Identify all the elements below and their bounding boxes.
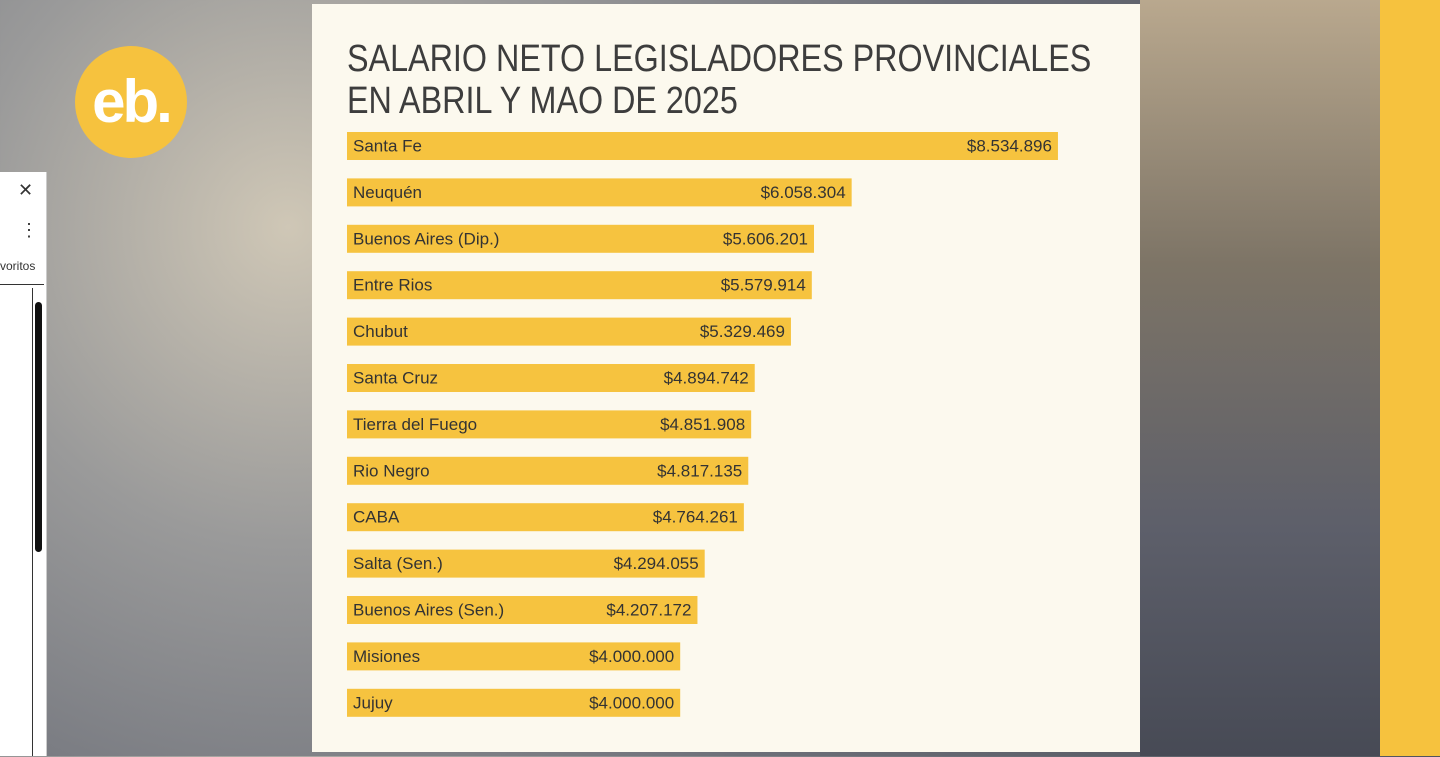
logo: eb. [75, 46, 187, 158]
category-label: Neuquén [353, 183, 422, 202]
category-label: Jujuy [353, 693, 393, 712]
category-label: Buenos Aires (Sen.) [353, 600, 504, 619]
bar [347, 364, 755, 392]
side-panel-label: voritos [0, 259, 36, 273]
close-icon[interactable]: ✕ [18, 180, 34, 200]
bar [347, 224, 814, 253]
category-label: CABA [353, 508, 400, 527]
category-label: Entre Rios [353, 276, 432, 295]
category-label: Buenos Aires (Dip.) [353, 229, 499, 248]
side-panel: ✕ ⋮ voritos [0, 172, 47, 756]
scrollbar [32, 288, 45, 756]
scroll-thumb[interactable] [35, 302, 42, 552]
menu-icon[interactable]: ⋮ [20, 220, 38, 240]
bar [347, 596, 698, 624]
background-photo [1140, 0, 1380, 756]
bar [347, 688, 681, 717]
value-label: $4.000.000 [589, 647, 674, 666]
value-label: $4.294.055 [614, 554, 699, 573]
bar [347, 178, 852, 207]
value-label: $5.579.914 [721, 276, 806, 295]
list-box [0, 284, 44, 757]
value-label: $5.329.469 [700, 322, 785, 341]
bar [347, 410, 752, 439]
value-label: $6.058.304 [761, 183, 846, 202]
chart-title: SALARIO NETO LEGISLADORES PROVINCIALES E… [347, 38, 1092, 122]
value-label: $8.534.896 [967, 136, 1052, 155]
value-label: $4.207.172 [606, 600, 691, 619]
category-label: Salta (Sen.) [353, 554, 443, 573]
value-label: $4.894.742 [664, 368, 749, 387]
category-label: Santa Fe [353, 136, 422, 155]
accent-strip [1380, 0, 1440, 756]
bar [347, 503, 744, 532]
value-label: $5.606.201 [723, 229, 808, 248]
value-label: $4.764.261 [653, 508, 738, 527]
category-label: Rio Negro [353, 461, 430, 480]
bar [347, 317, 791, 346]
category-label: Misiones [353, 647, 420, 666]
category-label: Santa Cruz [353, 368, 438, 387]
bar [347, 642, 681, 671]
bar [347, 549, 705, 578]
category-label: Tierra del Fuego [353, 415, 477, 434]
value-label: $4.851.908 [660, 415, 745, 434]
value-label: $4.817.135 [657, 461, 742, 480]
bar [347, 132, 1058, 160]
bar [347, 271, 812, 300]
bar [347, 456, 749, 485]
category-label: Chubut [353, 322, 408, 341]
value-label: $4.000.000 [589, 693, 674, 712]
